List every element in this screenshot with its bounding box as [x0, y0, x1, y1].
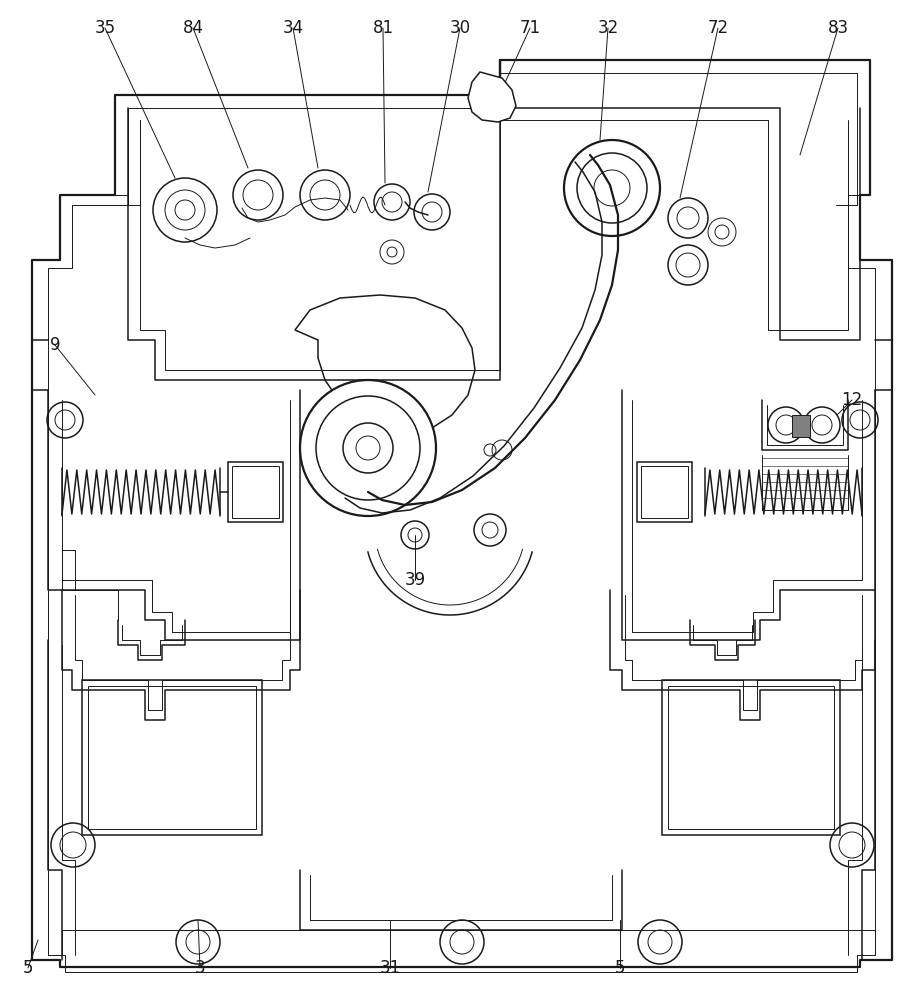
- Text: 81: 81: [372, 19, 394, 37]
- Text: 12: 12: [842, 391, 863, 409]
- Bar: [82, 680, 262, 835]
- Text: 3: 3: [195, 959, 206, 977]
- Polygon shape: [295, 295, 475, 433]
- Circle shape: [300, 380, 436, 516]
- Text: 34: 34: [282, 19, 303, 37]
- Bar: [668, 686, 834, 829]
- Text: 39: 39: [405, 571, 426, 589]
- Text: 83: 83: [827, 19, 848, 37]
- Circle shape: [768, 407, 804, 443]
- Text: 84: 84: [183, 19, 204, 37]
- Text: 32: 32: [597, 19, 619, 37]
- Bar: [232, 466, 279, 518]
- Text: 9: 9: [50, 336, 60, 354]
- Text: 31: 31: [379, 959, 401, 977]
- Text: 5: 5: [615, 959, 625, 977]
- Bar: [792, 415, 810, 437]
- Circle shape: [564, 140, 660, 236]
- Polygon shape: [468, 72, 516, 122]
- Bar: [88, 686, 256, 829]
- Bar: [641, 466, 688, 518]
- Text: 30: 30: [449, 19, 470, 37]
- Text: 72: 72: [707, 19, 728, 37]
- Circle shape: [804, 407, 840, 443]
- Text: 35: 35: [94, 19, 115, 37]
- Text: 71: 71: [519, 19, 540, 37]
- Text: 5: 5: [23, 959, 33, 977]
- Bar: [637, 462, 692, 522]
- Bar: [662, 680, 840, 835]
- Bar: [228, 462, 283, 522]
